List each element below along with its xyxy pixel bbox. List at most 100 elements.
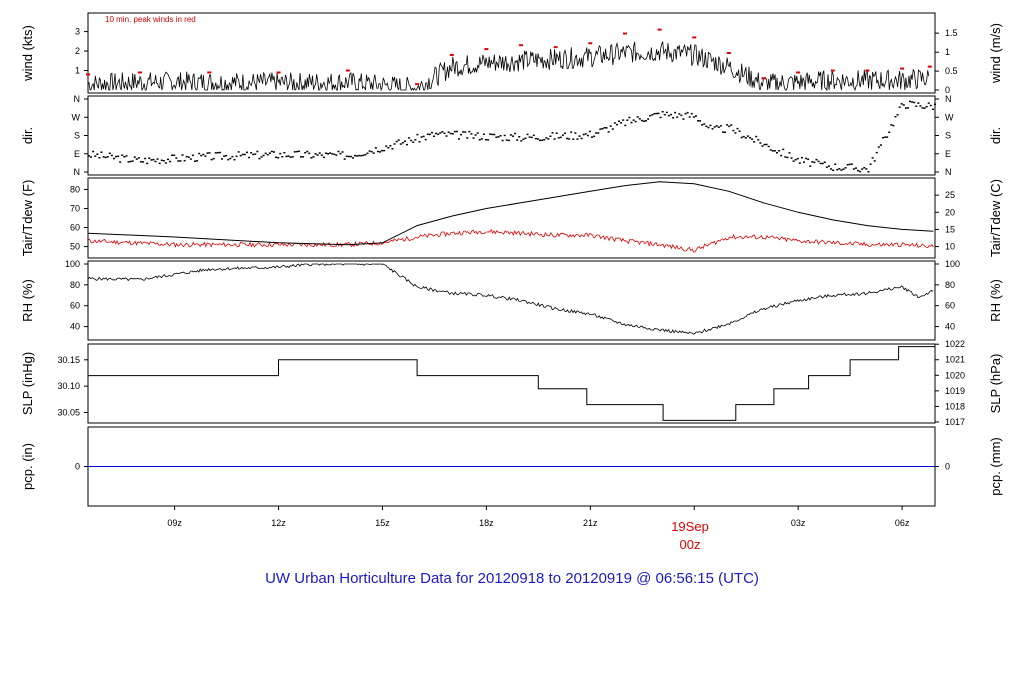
direction-point (137, 157, 140, 159)
direction-point (663, 113, 666, 116)
precip-right-tick-label: 0 (945, 462, 950, 472)
x-tick-label: 18z (479, 518, 494, 528)
direction-point (854, 167, 857, 169)
direction-point (909, 100, 912, 103)
direction-point (767, 145, 770, 148)
direction-point (863, 166, 866, 169)
slp-right-tick-label: 1019 (945, 386, 965, 396)
direction-point (632, 119, 635, 121)
direction-point (697, 120, 700, 122)
direction-point (568, 138, 571, 140)
direction-point (295, 150, 298, 153)
direction-point (208, 152, 211, 154)
direction-point (410, 139, 413, 142)
slp-right-axis-label: SLP (hPa) (988, 354, 1003, 414)
direction-point (557, 137, 560, 139)
direction-point (832, 169, 835, 172)
direction-point (327, 152, 330, 155)
direction-point (815, 158, 818, 161)
direction-point (588, 130, 591, 133)
direction-point (206, 152, 209, 154)
direction-point (216, 151, 219, 154)
direction-point (896, 114, 899, 116)
dir-right-tick-label: E (945, 149, 951, 159)
direction-point (102, 156, 105, 158)
direction-point (139, 161, 142, 163)
direction-point (198, 152, 201, 155)
direction-point (476, 132, 479, 134)
direction-point (744, 137, 747, 139)
direction-point (351, 157, 354, 159)
direction-point (615, 123, 618, 126)
direction-point (678, 113, 681, 115)
direction-point (890, 124, 893, 126)
direction-point (927, 102, 930, 104)
direction-point (532, 134, 535, 137)
wind-peak-mark (345, 69, 350, 72)
direction-point (300, 156, 303, 158)
direction-point (106, 156, 109, 158)
direction-point (800, 156, 803, 159)
direction-point (385, 145, 388, 147)
direction-point (112, 157, 115, 160)
direction-point (358, 154, 361, 157)
direction-point (881, 136, 884, 139)
direction-point (312, 156, 315, 158)
wind-left-axis-label: wind (kts) (20, 25, 35, 82)
wind-peak-mark (137, 71, 142, 74)
direction-point (672, 117, 675, 119)
wind-peak-mark (657, 28, 662, 31)
direction-point (534, 137, 537, 140)
direction-point (813, 161, 816, 164)
temperature-left-axis-label: Tair/Tdew (F) (20, 180, 35, 257)
direction-point (356, 155, 359, 157)
dir-left-tick-label: S (74, 131, 80, 141)
direction-point (229, 157, 232, 160)
direction-point (291, 156, 294, 158)
wind-left-tick-label: 1 (75, 66, 80, 76)
direction-point (757, 139, 760, 141)
direction-point (223, 155, 226, 157)
direction-point (297, 150, 300, 153)
direction-point (347, 155, 350, 158)
direction-point (337, 150, 340, 153)
direction-point (399, 143, 402, 145)
temperature-right-axis-label: Tair/Tdew (C) (988, 179, 1003, 257)
direction-point (730, 124, 733, 126)
direction-point (266, 153, 269, 156)
direction-point (480, 138, 483, 140)
direction-point (447, 131, 450, 133)
direction-point (460, 133, 463, 136)
direction-point (580, 137, 583, 140)
direction-point (88, 155, 90, 157)
direction-point (335, 154, 338, 156)
direction-point (378, 151, 381, 153)
direction-point (248, 156, 251, 159)
direction-point (422, 135, 425, 138)
direction-point (110, 154, 113, 157)
date-label: 19Sep (671, 519, 709, 534)
direction-point (491, 133, 494, 136)
direction-point (859, 170, 862, 173)
direction-point (293, 151, 296, 153)
direction-point (520, 140, 523, 142)
direction-point (906, 107, 909, 109)
direction-point (177, 160, 180, 162)
direction-point (468, 130, 471, 133)
direction-point (788, 152, 791, 154)
direction-point (786, 156, 789, 159)
dir-left-tick-label: N (74, 167, 81, 177)
direction-point (917, 102, 920, 104)
direction-point (308, 152, 311, 155)
direction-point (869, 163, 872, 165)
direction-point (761, 145, 764, 147)
direction-point (738, 130, 741, 132)
direction-point (888, 131, 891, 134)
direction-point (667, 114, 670, 117)
direction-right-axis-label: dir. (988, 127, 1003, 144)
direction-point (784, 156, 787, 158)
direction-point (497, 136, 500, 138)
direction-point (549, 135, 552, 137)
direction-point (420, 136, 423, 138)
direction-point (690, 112, 693, 115)
